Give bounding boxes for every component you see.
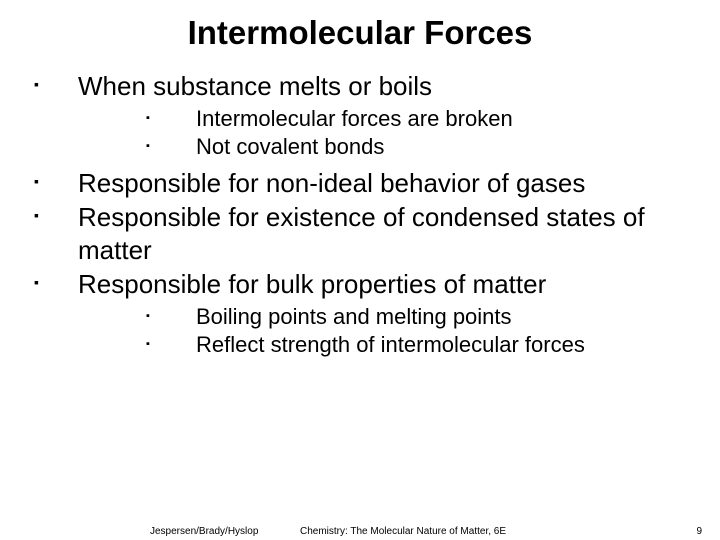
footer-book-title: Chemistry: The Molecular Nature of Matte… <box>300 526 506 537</box>
bullet-text: Intermolecular forces are broken <box>196 106 513 131</box>
bullet-list-level2: Intermolecular forces are broken Not cov… <box>134 105 698 161</box>
bullet-item: Responsible for bulk properties of matte… <box>22 268 698 359</box>
bullet-item: Responsible for non-ideal behavior of ga… <box>22 167 698 200</box>
bullet-text: Responsible for non-ideal behavior of ga… <box>78 168 585 198</box>
bullet-item: When substance melts or boils Intermolec… <box>22 70 698 161</box>
bullet-text: Responsible for existence of condensed s… <box>78 202 645 265</box>
bullet-text: Not covalent bonds <box>196 134 384 159</box>
bullet-sub-item: Not covalent bonds <box>134 133 698 161</box>
bullet-sub-item: Boiling points and melting points <box>134 303 698 331</box>
bullet-sub-item: Reflect strength of intermolecular force… <box>134 331 698 359</box>
bullet-list-level2: Boiling points and melting points Reflec… <box>134 303 698 359</box>
bullet-text: When substance melts or boils <box>78 71 432 101</box>
bullet-sub-item: Intermolecular forces are broken <box>134 105 698 133</box>
page-number: 9 <box>696 526 702 537</box>
bullet-text: Boiling points and melting points <box>196 304 512 329</box>
bullet-text: Responsible for bulk properties of matte… <box>78 269 546 299</box>
footer-authors: Jespersen/Brady/Hyslop <box>150 526 258 537</box>
bullet-list-level1: When substance melts or boils Intermolec… <box>22 70 698 359</box>
bullet-text: Reflect strength of intermolecular force… <box>196 332 585 357</box>
slide-title: Intermolecular Forces <box>22 14 698 52</box>
bullet-item: Responsible for existence of condensed s… <box>22 201 698 266</box>
slide: Intermolecular Forces When substance mel… <box>0 0 720 540</box>
